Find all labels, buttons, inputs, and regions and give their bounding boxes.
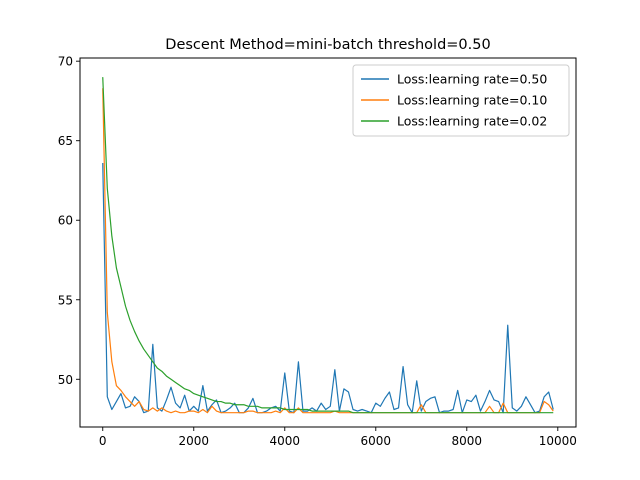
y-tick-label: 50	[58, 373, 73, 387]
x-tick-label: 2000	[178, 434, 209, 448]
legend-label: Loss:learning rate=0.02	[397, 114, 547, 129]
x-tick-label: 6000	[361, 434, 392, 448]
axes-frame	[79, 57, 577, 428]
series-line-2	[102, 77, 554, 414]
legend-box	[352, 64, 570, 137]
legend-label: Loss:learning rate=0.50	[397, 72, 547, 87]
series-line-1	[102, 88, 554, 414]
chart-title: Descent Method=mini-batch threshold=0.50	[165, 37, 490, 53]
y-tick-label: 70	[58, 55, 73, 69]
x-tick-label: 10000	[539, 434, 577, 448]
legend: Loss:learning rate=0.50 Loss:learning rat…	[352, 64, 570, 137]
legend-label: Loss:learning rate=0.10	[397, 93, 547, 108]
y-tick-label: 55	[58, 293, 73, 307]
x-axis: 0 2000 4000 6000 8000 10000	[99, 427, 577, 448]
y-tick-label: 60	[58, 214, 73, 228]
x-tick-label: 4000	[269, 434, 300, 448]
series-layer	[102, 77, 554, 414]
x-tick-label: 8000	[452, 434, 483, 448]
y-tick-label: 65	[58, 134, 73, 148]
series-line-0	[102, 162, 554, 414]
y-axis: 50 55 60 65 70	[58, 55, 80, 387]
x-tick-label: 0	[99, 434, 107, 448]
